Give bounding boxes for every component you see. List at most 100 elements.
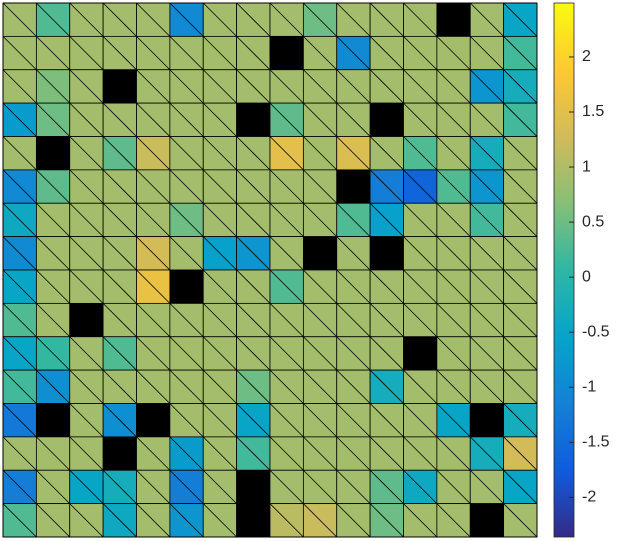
mesh-diagonal	[436, 436, 471, 471]
mesh-diagonal	[303, 369, 338, 404]
mesh-diagonal	[236, 36, 271, 71]
mesh-diagonal	[2, 202, 37, 237]
mesh-diagonal	[369, 469, 404, 504]
mesh-diagonal	[436, 169, 471, 204]
mesh-diagonal	[69, 503, 104, 538]
mesh-diagonal	[236, 503, 271, 538]
mesh-diagonal	[236, 436, 271, 471]
mesh-diagonal	[202, 36, 237, 71]
mesh-diagonal	[436, 36, 471, 71]
mesh-diagonal	[236, 403, 271, 438]
mesh-diagonal	[2, 469, 37, 504]
mesh-diagonal	[102, 403, 137, 438]
mesh-diagonal	[36, 303, 71, 338]
mesh-diagonal	[136, 469, 171, 504]
mesh-diagonal	[36, 2, 71, 37]
mesh-diagonal	[202, 269, 237, 304]
mesh-diagonal	[36, 136, 71, 171]
mesh-diagonal	[269, 36, 304, 71]
mesh-diagonal	[36, 503, 71, 538]
mesh-diagonal	[69, 269, 104, 304]
mesh-diagonal	[236, 2, 271, 37]
mesh-diagonal	[136, 69, 171, 104]
mesh-diagonal	[136, 236, 171, 271]
mesh-diagonal	[436, 336, 471, 371]
mesh-diagonal	[202, 69, 237, 104]
mesh-diagonal	[202, 469, 237, 504]
mesh-diagonal	[69, 436, 104, 471]
mesh-diagonal	[69, 403, 104, 438]
mesh-diagonal	[69, 336, 104, 371]
mesh-diagonal	[436, 69, 471, 104]
mesh-diagonal	[269, 202, 304, 237]
mesh-diagonal	[403, 202, 438, 237]
mesh-diagonal	[436, 269, 471, 304]
mesh-diagonal	[236, 336, 271, 371]
mesh-diagonal	[136, 303, 171, 338]
mesh-diagonal	[269, 269, 304, 304]
mesh-diagonal	[336, 436, 371, 471]
mesh-diagonal	[202, 236, 237, 271]
mesh-diagonal	[202, 136, 237, 171]
mesh-diagonal	[102, 503, 137, 538]
mesh-diagonal	[403, 403, 438, 438]
mesh-diagonal	[303, 169, 338, 204]
mesh-diagonal	[369, 2, 404, 37]
mesh-diagonal	[202, 503, 237, 538]
colorbar-tick-label: -1.5	[582, 434, 610, 451]
mesh-diagonal	[136, 169, 171, 204]
mesh-diagonal	[169, 69, 204, 104]
mesh-diagonal	[202, 303, 237, 338]
colorbar-tick-label: 0.5	[582, 213, 604, 230]
colorbar-tick-label: 1.5	[582, 103, 604, 120]
mesh-diagonal	[102, 303, 137, 338]
mesh-diagonal	[369, 169, 404, 204]
mesh-diagonal	[436, 2, 471, 37]
mesh-diagonal	[36, 469, 71, 504]
mesh-diagonal	[469, 403, 504, 438]
mesh-diagonal	[2, 369, 37, 404]
mesh-diagonal	[169, 369, 204, 404]
mesh-diagonal	[469, 136, 504, 171]
mesh-diagonal	[369, 236, 404, 271]
mesh-diagonal	[102, 269, 137, 304]
colorbar-tick-label: -2	[582, 489, 596, 506]
mesh-diagonal	[169, 269, 204, 304]
mesh-diagonal	[336, 269, 371, 304]
mesh-diagonal	[269, 236, 304, 271]
mesh-diagonal	[102, 436, 137, 471]
mesh-diagonal	[202, 436, 237, 471]
mesh-diagonal	[336, 369, 371, 404]
mesh-diagonal	[503, 136, 538, 171]
mesh-diagonal	[369, 369, 404, 404]
mesh-diagonal	[2, 169, 37, 204]
mesh-diagonal	[403, 236, 438, 271]
mesh-diagonal	[269, 303, 304, 338]
mesh-diagonal	[369, 69, 404, 104]
mesh-diagonal	[169, 136, 204, 171]
mesh-diagonal	[69, 303, 104, 338]
mesh-diagonal	[36, 403, 71, 438]
mesh-diagonal	[436, 136, 471, 171]
mesh-diagonal	[336, 102, 371, 137]
mesh-diagonal	[36, 269, 71, 304]
mesh-diagonal	[36, 436, 71, 471]
mesh-diagonal	[403, 136, 438, 171]
mesh-diagonal	[102, 369, 137, 404]
mesh-diagonal	[202, 403, 237, 438]
mesh-diagonal	[102, 69, 137, 104]
mesh-diagonal	[269, 69, 304, 104]
mesh-diagonal	[269, 503, 304, 538]
mesh-diagonal	[36, 369, 71, 404]
mesh-diagonal	[336, 169, 371, 204]
mesh-diagonal	[303, 69, 338, 104]
mesh-diagonal	[403, 336, 438, 371]
mesh-diagonal	[436, 102, 471, 137]
mesh-diagonal	[169, 503, 204, 538]
mesh-diagonal	[336, 36, 371, 71]
mesh-diagonal	[69, 2, 104, 37]
mesh-diagonal	[69, 236, 104, 271]
mesh-diagonal	[169, 403, 204, 438]
mesh-diagonal	[69, 69, 104, 104]
